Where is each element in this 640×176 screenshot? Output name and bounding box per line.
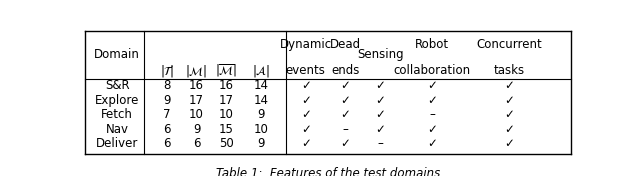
Text: ✓: ✓ (340, 108, 350, 121)
Text: 6: 6 (193, 137, 200, 150)
Text: –: – (429, 108, 435, 121)
Text: Explore: Explore (95, 94, 140, 107)
Text: –: – (342, 123, 348, 136)
Text: ✓: ✓ (504, 80, 514, 92)
Text: 8: 8 (163, 80, 170, 92)
Text: ✓: ✓ (340, 137, 350, 150)
Text: 10: 10 (189, 108, 204, 121)
Text: Dynamic: Dynamic (280, 38, 332, 51)
Text: ✓: ✓ (301, 108, 310, 121)
Text: ✓: ✓ (375, 80, 385, 92)
Text: $|\overline{\mathcal{M}}|$: $|\overline{\mathcal{M}}|$ (215, 62, 237, 79)
Text: ✓: ✓ (504, 123, 514, 136)
Text: 10: 10 (219, 108, 234, 121)
Text: Table 1:  Features of the test domains: Table 1: Features of the test domains (216, 168, 440, 176)
Text: 9: 9 (257, 108, 265, 121)
Text: ✓: ✓ (301, 123, 310, 136)
Text: Robot: Robot (415, 38, 449, 51)
Text: 6: 6 (163, 137, 170, 150)
Text: 9: 9 (257, 137, 265, 150)
Text: tasks: tasks (493, 64, 525, 77)
Text: Domain: Domain (94, 48, 140, 61)
Text: 9: 9 (193, 123, 200, 136)
Text: ✓: ✓ (504, 108, 514, 121)
Text: 14: 14 (253, 80, 269, 92)
Text: ✓: ✓ (504, 137, 514, 150)
Text: ✓: ✓ (340, 94, 350, 107)
Text: Dead: Dead (330, 38, 361, 51)
Text: 16: 16 (219, 80, 234, 92)
Text: ✓: ✓ (428, 137, 437, 150)
Text: ✓: ✓ (428, 80, 437, 92)
Text: ✓: ✓ (428, 94, 437, 107)
Text: ✓: ✓ (301, 137, 310, 150)
Text: 7: 7 (163, 108, 170, 121)
Text: 17: 17 (189, 94, 204, 107)
Text: 17: 17 (219, 94, 234, 107)
Text: $|\mathcal{A}|$: $|\mathcal{A}|$ (252, 63, 270, 79)
Text: Deliver: Deliver (96, 137, 138, 150)
Text: 14: 14 (253, 94, 269, 107)
Text: ✓: ✓ (375, 94, 385, 107)
Text: events: events (285, 64, 326, 77)
Text: Fetch: Fetch (101, 108, 133, 121)
Text: ✓: ✓ (301, 80, 310, 92)
Text: $|\mathcal{M}|$: $|\mathcal{M}|$ (186, 63, 207, 79)
Text: ✓: ✓ (428, 123, 437, 136)
Text: Concurrent: Concurrent (476, 38, 542, 51)
Text: Nav: Nav (106, 123, 129, 136)
Text: ✓: ✓ (375, 123, 385, 136)
Text: ✓: ✓ (301, 94, 310, 107)
Text: 10: 10 (253, 123, 268, 136)
Text: ✓: ✓ (375, 108, 385, 121)
Text: ✓: ✓ (504, 94, 514, 107)
Text: 6: 6 (163, 123, 170, 136)
Text: $|\mathcal{T}|$: $|\mathcal{T}|$ (159, 63, 174, 79)
Text: S&R: S&R (105, 80, 129, 92)
Text: ✓: ✓ (340, 80, 350, 92)
Text: 15: 15 (219, 123, 234, 136)
Text: Sensing: Sensing (356, 48, 403, 61)
Text: 16: 16 (189, 80, 204, 92)
Text: 9: 9 (163, 94, 170, 107)
Text: –: – (377, 137, 383, 150)
Text: ends: ends (331, 64, 360, 77)
Text: 50: 50 (219, 137, 234, 150)
Text: collaboration: collaboration (394, 64, 471, 77)
